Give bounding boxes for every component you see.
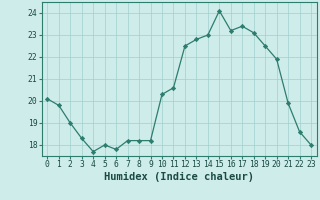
X-axis label: Humidex (Indice chaleur): Humidex (Indice chaleur) [104, 172, 254, 182]
